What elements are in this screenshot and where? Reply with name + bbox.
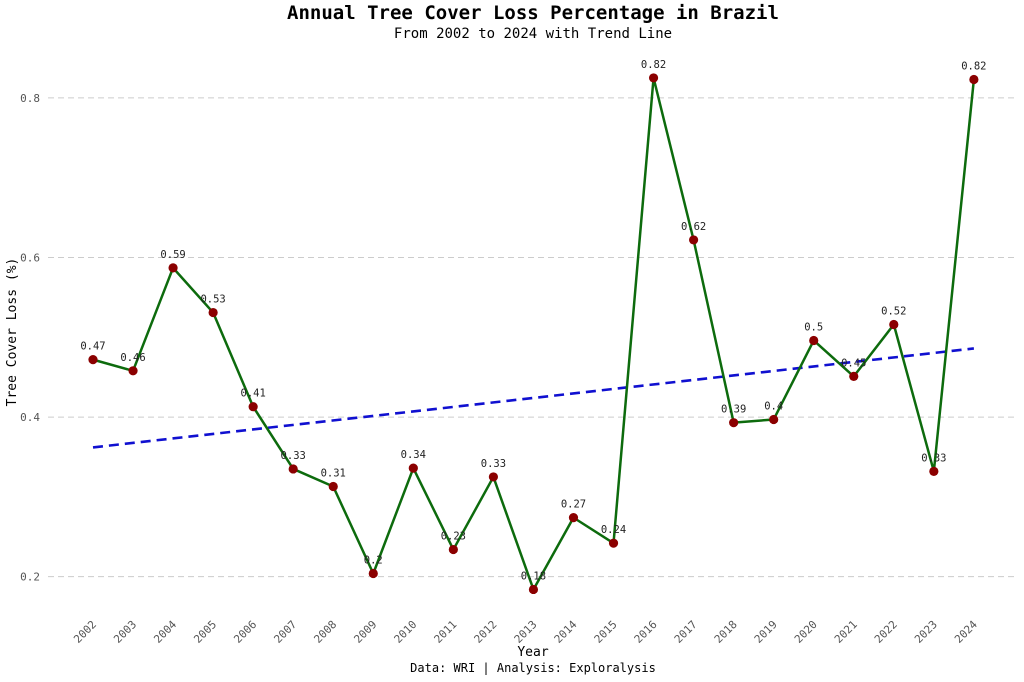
data-point [689, 235, 699, 245]
data-label: 0.4 [764, 400, 783, 412]
y-tick-labels: 0.2 0.4 0.6 0.8 [20, 92, 40, 584]
data-label: 0.82 [641, 59, 666, 71]
x-tick-labels: 2002 2003 2004 2005 2006 2007 2008 2009 2010 2011… [71, 618, 980, 646]
data-point [368, 568, 378, 579]
data-label: 0.33 [481, 458, 506, 470]
data-label: 0.52 [881, 306, 906, 318]
data-point [448, 544, 458, 555]
x-tick-label: 2005 [191, 618, 219, 646]
data-point [608, 538, 619, 548]
trend-line [92, 347, 975, 449]
series-group [92, 76, 976, 591]
data-label: 0.39 [721, 404, 746, 416]
y-tick-label: 0.2 [20, 571, 40, 584]
data-label: 0.82 [961, 61, 986, 73]
series-line [92, 76, 976, 591]
data-point [168, 263, 178, 273]
x-tick-label: 2018 [712, 618, 740, 646]
x-tick-label: 2011 [432, 618, 460, 646]
x-tick-label: 2008 [311, 618, 339, 646]
chart-subtitle: From 2002 to 2024 with Trend Line [393, 26, 673, 42]
data-point [128, 366, 138, 376]
x-tick-label: 2020 [792, 618, 820, 646]
data-point [769, 414, 779, 425]
data-label: 0.33 [921, 452, 946, 464]
data-label: 0.33 [281, 450, 306, 462]
data-point [208, 307, 218, 318]
data-point [568, 513, 579, 523]
x-axis-title: Year [517, 645, 548, 660]
x-tick-label: 2013 [512, 618, 540, 646]
data-label: 0.18 [521, 570, 546, 582]
chart-title: Annual Tree Cover Loss Percentage in Bra… [287, 2, 779, 24]
points-group [88, 73, 979, 595]
data-point [969, 74, 979, 85]
data-point [88, 355, 98, 365]
y-tick-label: 0.4 [20, 411, 40, 424]
x-tick-label: 2021 [832, 618, 860, 646]
x-tick-label: 2002 [71, 618, 99, 646]
data-label: 0.53 [200, 294, 225, 306]
data-point [809, 335, 819, 346]
y-axis-title: Tree Cover Loss (%) [5, 258, 20, 407]
data-label: 0.27 [561, 499, 586, 511]
data-labels-group: 0.47 0.46 0.59 0.53 0.41 0.33 0.31 0.2 0.34 0.23 0… [80, 59, 986, 583]
data-label: 0.2 [364, 554, 383, 566]
x-tick-label: 2022 [872, 618, 900, 646]
data-label: 0.45 [841, 357, 866, 369]
x-tick-label: 2012 [472, 618, 500, 646]
x-tick-label: 2004 [151, 618, 179, 646]
x-tick-label: 2009 [351, 618, 379, 646]
data-point [488, 472, 498, 482]
x-tick-label: 2024 [952, 618, 980, 646]
x-tick-label: 2003 [111, 618, 139, 646]
x-tick-label: 2010 [392, 618, 420, 646]
data-point [729, 418, 739, 428]
data-point [408, 463, 418, 473]
x-tick-label: 2014 [552, 618, 580, 646]
gridlines [48, 97, 1016, 578]
data-point [648, 73, 659, 83]
data-point [288, 464, 298, 474]
x-tick-label: 2023 [912, 618, 940, 646]
x-tick-label: 2007 [271, 618, 299, 646]
y-tick-label: 0.6 [20, 251, 40, 264]
chart-caption: Data: WRI | Analysis: Exploralysis [410, 661, 656, 675]
trend-line-group [92, 347, 975, 449]
data-label: 0.31 [321, 468, 346, 480]
data-point [528, 584, 539, 595]
data-label: 0.47 [80, 341, 105, 353]
x-tick-label: 2019 [752, 618, 780, 646]
data-label: 0.59 [160, 249, 185, 261]
data-point [248, 402, 258, 412]
x-tick-label: 2017 [672, 618, 700, 646]
x-tick-label: 2015 [592, 618, 620, 646]
data-label: 0.62 [681, 221, 706, 233]
data-point [929, 466, 939, 476]
data-point [328, 481, 338, 492]
data-label: 0.23 [441, 531, 466, 543]
data-label: 0.46 [120, 352, 145, 364]
data-label: 0.24 [601, 524, 626, 536]
data-label: 0.5 [804, 321, 823, 333]
data-point [889, 319, 899, 330]
x-tick-label: 2016 [632, 618, 660, 646]
data-label: 0.41 [241, 388, 266, 400]
x-tick-label: 2006 [231, 618, 259, 646]
data-label: 0.34 [401, 449, 426, 461]
data-point [849, 371, 859, 381]
y-tick-label: 0.8 [20, 92, 40, 105]
